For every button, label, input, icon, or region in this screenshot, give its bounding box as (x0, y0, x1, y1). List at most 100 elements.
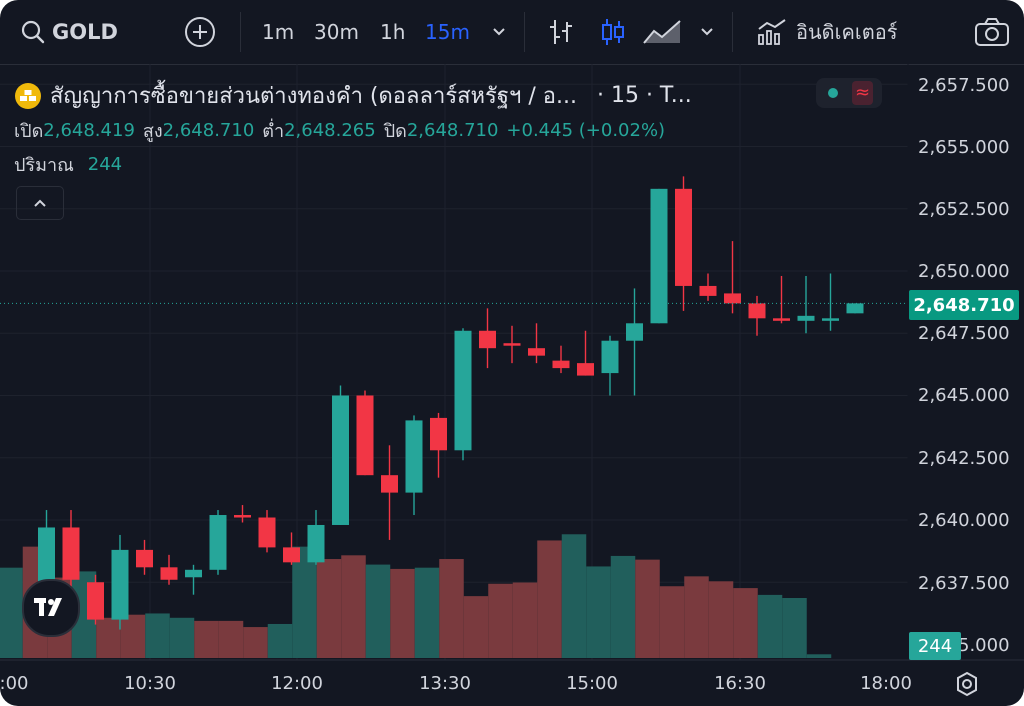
candle (699, 273, 717, 301)
candle-body (258, 517, 276, 548)
volume-row: ปริมาณ 244 (14, 150, 122, 179)
candle (283, 532, 300, 565)
price-tick-label: 2,637.500 (918, 573, 1010, 594)
candle (724, 241, 741, 314)
timeframe-15m[interactable]: 15m (425, 20, 470, 44)
price-tick-label: 2,645.000 (918, 385, 1010, 406)
toolbar-divider (524, 12, 525, 52)
volume-bar (610, 555, 636, 658)
candle (136, 539, 153, 575)
candle-body (626, 323, 643, 341)
volume-bar (267, 623, 293, 658)
volume-bar (169, 617, 195, 658)
market-status-pill[interactable]: ≈ (816, 78, 882, 108)
candle-body (479, 330, 496, 349)
candles-icon (602, 19, 624, 45)
close-label: ปิด (383, 121, 407, 142)
compare-button[interactable] (184, 0, 216, 64)
volume-bar (684, 576, 709, 658)
volume-bar (194, 620, 219, 658)
candle (332, 385, 349, 525)
gear-icon (957, 671, 977, 697)
candle-body (62, 527, 80, 580)
area-style-button[interactable] (642, 0, 682, 64)
candle (111, 534, 129, 630)
candle-body (307, 524, 325, 563)
candle-body (38, 527, 55, 583)
candle (822, 273, 839, 331)
tradingview-logo[interactable] (22, 579, 80, 637)
volume-value: 244 (87, 154, 123, 175)
low-value: 2,648.265 (284, 120, 376, 141)
indicators-button[interactable]: อินดิเคเตอร์ (756, 0, 897, 64)
indicators-icon (758, 19, 786, 45)
tradingview-logo-icon (34, 598, 62, 616)
candle (797, 275, 815, 334)
candle-body (454, 330, 472, 451)
volume-bar (439, 559, 464, 658)
volume-bar (463, 596, 489, 658)
high-value: 2,648.710 (162, 120, 255, 141)
candle-body (111, 549, 129, 620)
candle (577, 330, 594, 376)
chart-canvas[interactable] (0, 64, 1024, 706)
candles-style-button[interactable] (598, 0, 628, 64)
timeframe-dropdown[interactable] (490, 0, 508, 64)
collapse-legend-button[interactable] (16, 186, 64, 220)
timeframe-30m[interactable]: 30m (314, 20, 359, 44)
time-tick-label: 15:00 (566, 673, 618, 694)
candle (626, 288, 643, 396)
open-label: เปิด (14, 121, 44, 142)
candle (307, 510, 325, 565)
volume-bar (659, 586, 685, 658)
volume-bar (365, 564, 391, 658)
bars-icon (550, 20, 572, 44)
price-tick-label: 2,647.500 (918, 323, 1010, 344)
candle-body (381, 475, 398, 493)
volume-bar (292, 546, 317, 658)
candle-body (822, 318, 839, 321)
camera-icon (975, 18, 1009, 46)
candle-body (650, 188, 668, 324)
gold-bars-icon (15, 82, 41, 109)
candle (258, 510, 276, 553)
candle (234, 505, 251, 523)
time-tick-label: :00 (0, 673, 29, 694)
price-tick-label: 5.000 (958, 635, 1010, 656)
timeframe-1m[interactable]: 1m (262, 20, 295, 44)
candle (381, 445, 398, 540)
close-value: 2,648.710 (406, 120, 499, 141)
volume-bar (782, 597, 807, 658)
candle (675, 176, 692, 311)
wave-icon: ≈ (852, 81, 874, 105)
candle (430, 412, 447, 478)
toolbar-divider (240, 12, 241, 52)
volume-bar (708, 581, 734, 658)
legend-title-row: สัญญาการซื้อขายส่วนต่างทองคำ (ดอลลาร์สหร… (14, 78, 692, 113)
candle-body (405, 420, 423, 493)
candle-body (675, 188, 692, 286)
symbol-name: GOLD (52, 20, 118, 44)
chart-style-dropdown[interactable] (698, 0, 716, 64)
candle-body (234, 515, 251, 518)
candle (479, 308, 496, 369)
chart-settings-button[interactable] (954, 671, 980, 701)
snapshot-button[interactable] (974, 0, 1010, 64)
candle (601, 335, 619, 396)
volume-bar (145, 613, 170, 658)
candle (185, 564, 202, 595)
volume-bar (757, 594, 783, 658)
timeframe-1h[interactable]: 1h (380, 20, 406, 44)
bar-style-button[interactable] (546, 0, 576, 64)
symbol-search[interactable]: GOLD (20, 0, 118, 64)
price-tick-label: 2,657.500 (918, 75, 1010, 96)
candle-body (577, 363, 594, 376)
candle-body (87, 582, 104, 620)
time-tick-label: 12:00 (271, 673, 323, 694)
candle (160, 554, 178, 585)
candle (846, 303, 864, 314)
time-tick-label: 18:00 (860, 673, 912, 694)
volume-bar (561, 534, 587, 658)
candle-body (773, 318, 790, 321)
